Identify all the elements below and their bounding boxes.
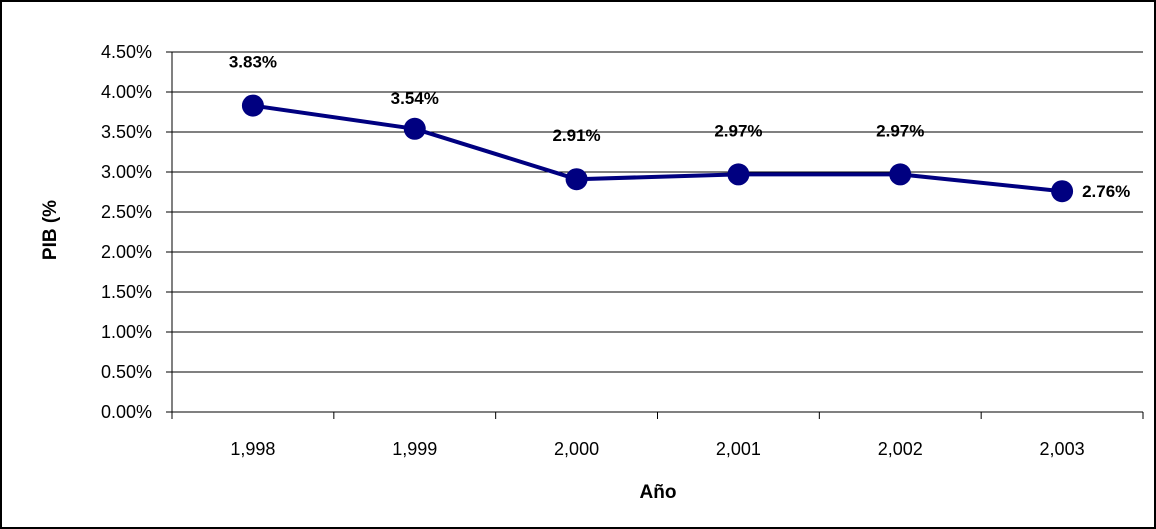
y-tick-label: 1.00% xyxy=(101,322,152,342)
x-tick-label: 1,999 xyxy=(392,439,437,459)
data-point xyxy=(403,117,426,140)
gridlines xyxy=(172,51,1143,373)
x-tick-label: 2,001 xyxy=(716,439,761,459)
y-tick-label: 2.00% xyxy=(101,242,152,262)
y-axis-ticks: 0.00% 0.50% 1.00% 1.50% 2.00% 2.50% 3.00% 3.50%… xyxy=(101,42,172,422)
y-tick-label: 0.00% xyxy=(101,402,152,422)
series xyxy=(241,94,1074,203)
data-point xyxy=(241,94,264,117)
data-labels: 3.83% 3.54% 2.91% 2.97% 2.97% 2.76% xyxy=(229,53,1130,202)
data-label: 2.91% xyxy=(552,126,600,145)
data-point xyxy=(1051,180,1074,203)
y-tick-label: 4.00% xyxy=(101,82,152,102)
y-tick-label: 3.50% xyxy=(101,122,152,142)
x-tick-label: 1,998 xyxy=(230,439,275,459)
data-point xyxy=(727,163,750,186)
x-tick-label: 2,000 xyxy=(554,439,599,459)
data-label: 3.83% xyxy=(229,53,277,72)
series-line xyxy=(252,103,1063,194)
data-label: 3.54% xyxy=(391,89,439,108)
x-tick-label: 2,003 xyxy=(1040,439,1085,459)
data-label: 2.76% xyxy=(1082,182,1130,201)
data-point xyxy=(889,163,912,186)
data-label: 2.97% xyxy=(714,121,762,140)
data-point xyxy=(565,168,588,191)
x-axis-ticks: 1,998 1,999 2,000 2,001 2,002 2,003 xyxy=(171,412,1144,459)
data-label: 2.97% xyxy=(876,121,924,140)
y-tick-label: 3.00% xyxy=(101,162,152,182)
y-tick-label: 1.50% xyxy=(101,282,152,302)
y-tick-label: 4.50% xyxy=(101,42,152,62)
x-axis-title: Año xyxy=(640,482,677,503)
y-axis-title: PIB (% xyxy=(40,200,61,260)
y-tick-label: 0.50% xyxy=(101,362,152,382)
x-tick-label: 2,002 xyxy=(878,439,923,459)
y-tick-label: 2.50% xyxy=(101,202,152,222)
